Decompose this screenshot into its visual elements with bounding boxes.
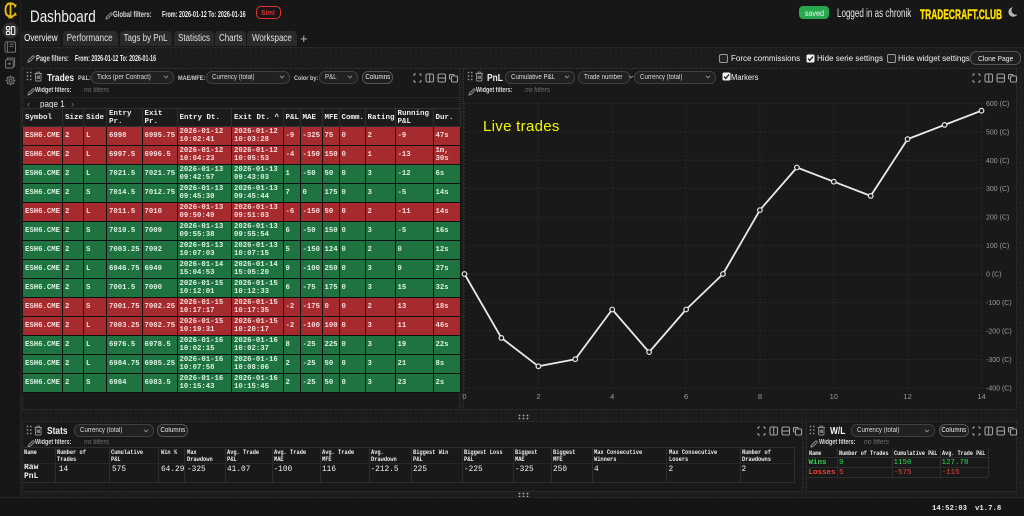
svg-text:-400 (C): -400 (C) [986,385,1012,392]
svg-text:Live trades: Live trades [483,118,560,135]
svg-text:14: 14 [977,392,985,401]
svg-text:4: 4 [610,392,614,401]
svg-text:500 (C): 500 (C) [986,129,1009,136]
svg-text:0 (C): 0 (C) [986,272,1002,279]
svg-text:-200 (C): -200 (C) [986,328,1012,335]
svg-text:200 (C): 200 (C) [986,215,1009,222]
svg-text:-100 (C): -100 (C) [986,300,1012,307]
svg-text:2: 2 [536,392,540,401]
svg-text:6: 6 [684,392,688,401]
svg-text:400 (C): 400 (C) [986,158,1009,165]
svg-text:12: 12 [903,392,911,401]
svg-text:10: 10 [830,392,838,401]
svg-text:8: 8 [758,392,762,401]
svg-text:300 (C): 300 (C) [986,186,1009,193]
svg-text:-300 (C): -300 (C) [986,357,1012,364]
svg-text:600 (C): 600 (C) [986,101,1009,108]
svg-text:0: 0 [462,392,466,401]
svg-text:100 (C): 100 (C) [986,243,1009,250]
